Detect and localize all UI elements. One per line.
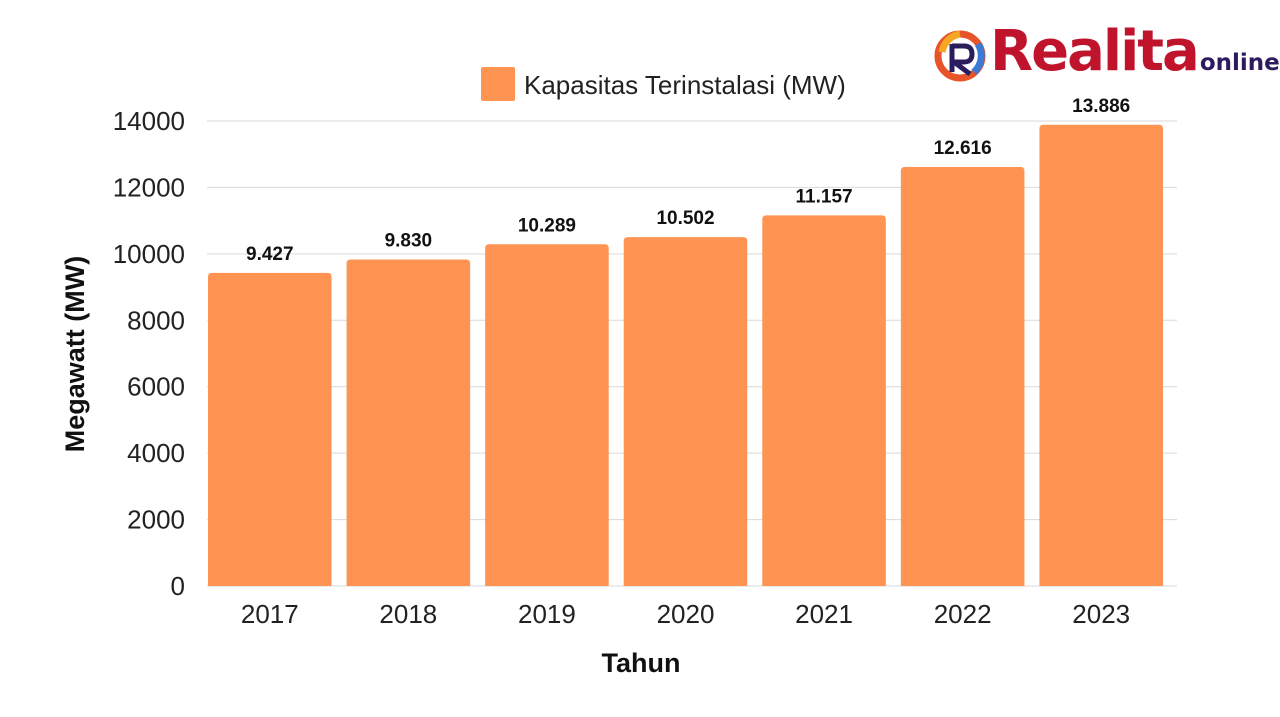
x-tick-label-2018: 2018 [379,599,437,629]
y-tick-label: 2000 [127,505,185,535]
y-tick-label: 8000 [127,305,185,335]
x-tick-label-2021: 2021 [795,599,853,629]
bar-2018 [346,259,471,586]
data-label-2019: 10.289 [518,215,576,236]
y-axis-label: Megawatt (MW) [60,256,90,452]
y-tick-label: 6000 [127,372,185,402]
data-label-2023: 13.886 [1072,96,1130,117]
legend: Kapasitas Terinstalasi (MW) [481,67,846,101]
x-tick-labels: 2017 2018 2019 2020 2021 2022 2023 [241,599,1130,629]
bar-2020 [623,237,748,586]
realita-logo-text: Realitaonline [990,16,1280,99]
y-tick-label: 0 [171,571,185,601]
x-axis-label: Tahun [602,648,681,678]
bars [208,124,1163,586]
data-label-2021: 11.157 [796,186,853,207]
data-label-2020: 10.502 [656,208,714,229]
data-label-2018: 9.830 [385,231,433,252]
x-tick-label-2017: 2017 [241,599,299,629]
bar-2023 [1039,124,1163,586]
x-tick-label-2022: 2022 [934,599,992,629]
y-tick-label: 12000 [113,172,185,202]
x-tick-label-2019: 2019 [518,599,576,629]
data-label-2022: 12.616 [934,138,992,159]
y-tick-label: 4000 [127,438,185,468]
y-tick-label: 10000 [113,239,185,269]
logo-tld: online [1199,50,1280,76]
legend-swatch [481,67,515,101]
bar-2022 [900,166,1025,586]
logo-brand: Realita [990,19,1200,84]
data-label-2017: 9.427 [246,244,294,265]
bar-2019 [485,244,609,586]
bar-2021 [762,215,886,586]
realita-logo: Realitaonline [934,18,1280,90]
y-tick-labels: 0 2000 4000 6000 8000 10000 12000 14000 [113,106,185,601]
x-tick-label-2023: 2023 [1072,599,1130,629]
bar-2017 [208,272,332,586]
x-tick-label-2020: 2020 [657,599,715,629]
realita-logo-mark-icon [934,30,986,82]
data-labels: 9.427 9.830 10.289 10.502 11.157 12.616 13.886 [246,96,1130,265]
y-tick-label: 14000 [113,106,185,136]
legend-label: Kapasitas Terinstalasi (MW) [524,70,846,100]
